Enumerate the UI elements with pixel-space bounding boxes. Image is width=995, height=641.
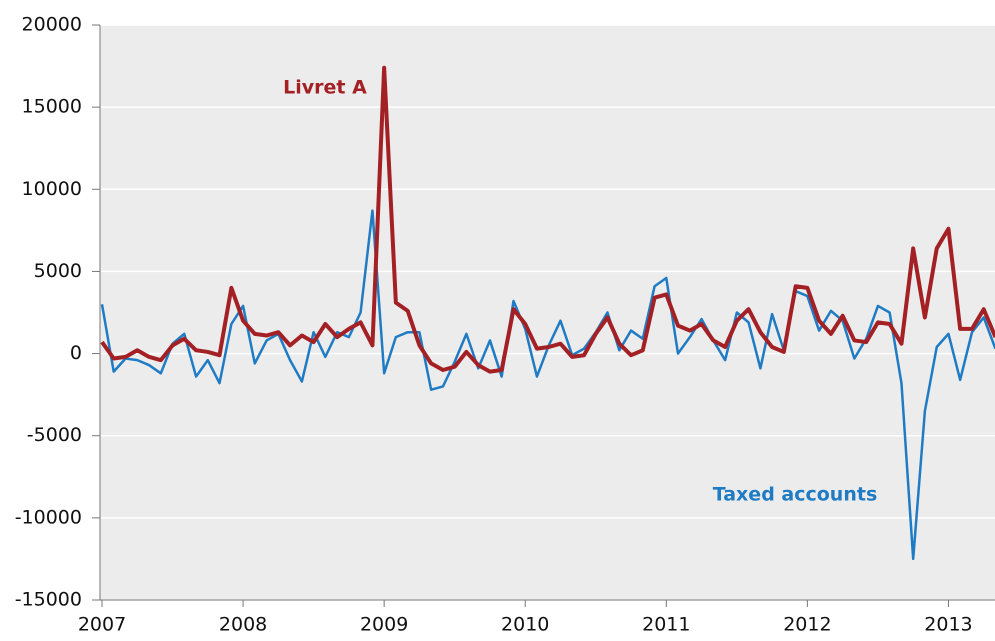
- plot-area: [100, 25, 995, 600]
- y-tick-label: 10000: [22, 178, 82, 200]
- y-tick-label: -10000: [15, 506, 82, 528]
- x-tick-label: 2012: [783, 614, 831, 636]
- series-label: Taxed accounts: [713, 484, 878, 506]
- x-tick-label: 2013: [924, 614, 972, 636]
- y-tick-label: 20000: [22, 14, 82, 36]
- y-tick-label: 0: [70, 342, 82, 364]
- series-line: [100, 65, 995, 374]
- x-tick-label: 2010: [501, 614, 549, 636]
- y-tick-label: -5000: [27, 424, 82, 446]
- x-tick-label: 2009: [360, 614, 408, 636]
- x-tick-label: 2007: [78, 614, 126, 636]
- x-tick-label: 2011: [642, 614, 690, 636]
- x-tick-label: 2008: [219, 614, 267, 636]
- y-tick-label: 15000: [22, 96, 82, 118]
- y-tick-label: -15000: [15, 589, 82, 611]
- series-label: Livret A: [283, 77, 367, 99]
- y-tick-label: 5000: [34, 260, 82, 282]
